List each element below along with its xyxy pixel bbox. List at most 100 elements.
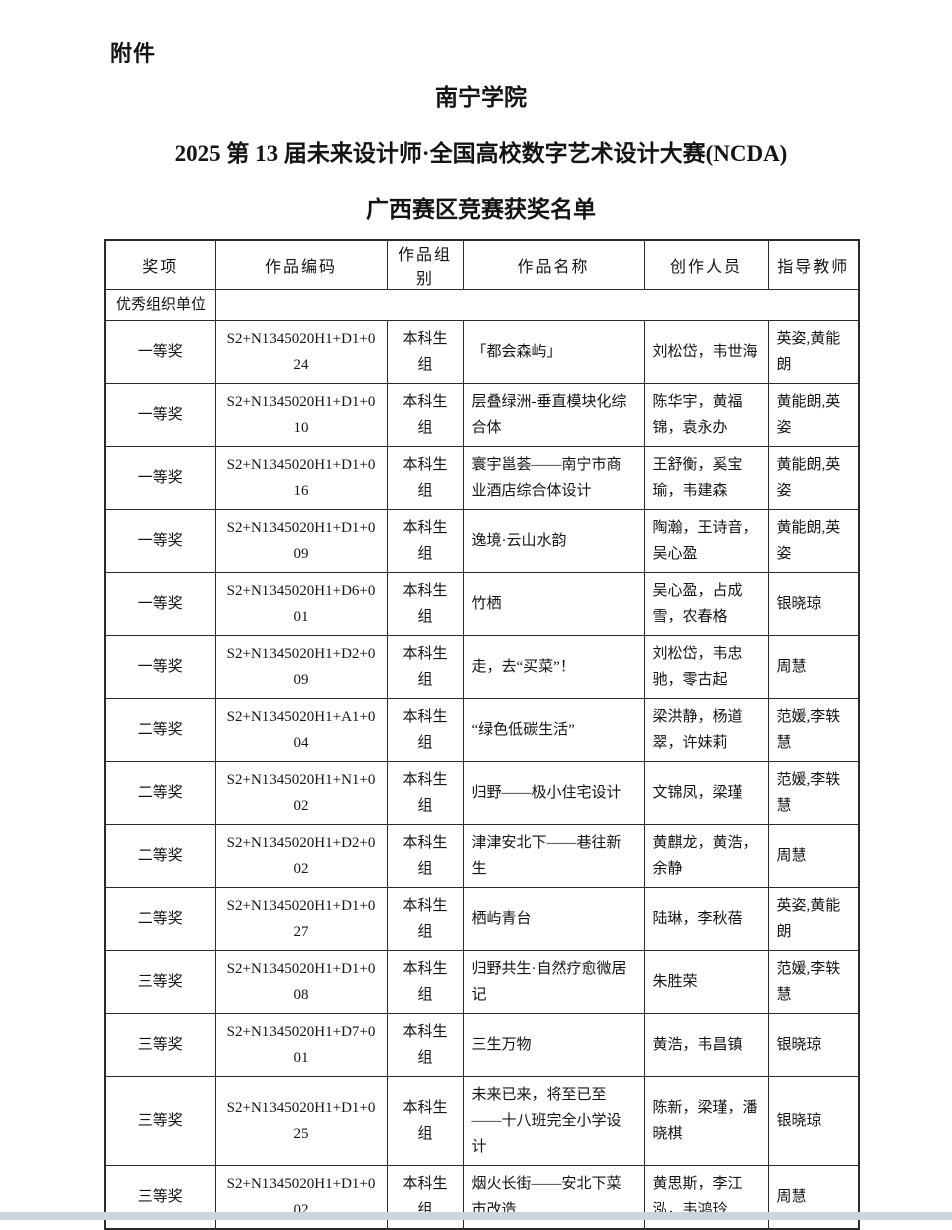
header-group: 作品组别 <box>386 239 464 290</box>
cell-title: 走，去“买菜”！ <box>462 635 645 699</box>
cell-code: S2+N1345020H1+D6+001 <box>214 572 388 636</box>
cell-group: 本科生组 <box>386 509 464 573</box>
table-row: 一等奖 S2+N1345020H1+D6+001 本科生组 竹栖 吴心盈，占成雪… <box>104 572 860 636</box>
cell-award: 三等奖 <box>104 950 216 1014</box>
table-row: 一等奖 S2+N1345020H1+D1+009 本科生组 逸境·云山水韵 陶瀚… <box>104 509 860 573</box>
cell-creators: 吴心盈，占成雪，农春格 <box>643 572 769 636</box>
header-award: 奖项 <box>104 239 216 290</box>
cell-instructors: 英姿,黄能朗 <box>767 887 860 951</box>
cell-award: 三等奖 <box>104 1076 216 1166</box>
cell-group: 本科生组 <box>386 824 464 888</box>
cell-award: 一等奖 <box>104 635 216 699</box>
cell-code: S2+N1345020H1+A1+004 <box>214 698 388 762</box>
cell-title: 竹栖 <box>462 572 645 636</box>
cell-award: 二等奖 <box>104 824 216 888</box>
cell-code: S2+N1345020H1+N1+002 <box>214 761 388 825</box>
cell-group: 本科生组 <box>386 383 464 447</box>
cell-group: 本科生组 <box>386 635 464 699</box>
cell-title: 「都会森屿」 <box>462 320 645 384</box>
award-table: 奖项 作品编码 作品组别 作品名称 创作人员 指导教师 优秀组织单位 一等奖 S… <box>104 239 860 1230</box>
cell-creators: 刘松岱，韦忠驰，零古起 <box>643 635 769 699</box>
cell-instructors: 银晓琼 <box>767 1076 860 1166</box>
table-row: 一等奖 S2+N1345020H1+D1+016 本科生组 寰宇邕荟——南宁市商… <box>104 446 860 510</box>
cell-title: 栖屿青台 <box>462 887 645 951</box>
cell-award: 一等奖 <box>104 572 216 636</box>
cell-group: 本科生组 <box>386 761 464 825</box>
table-row: 一等奖 S2+N1345020H1+D2+009 本科生组 走，去“买菜”！ 刘… <box>104 635 860 699</box>
table-row: 三等奖 S2+N1345020H1+D1+025 本科生组 未来已来，将至已至—… <box>104 1076 860 1166</box>
cell-creators: 朱胜荣 <box>643 950 769 1014</box>
table-row: 二等奖 S2+N1345020H1+N1+002 本科生组 归野——极小住宅设计… <box>104 761 860 825</box>
cell-group: 本科生组 <box>386 572 464 636</box>
title-university: 南宁学院 <box>435 85 527 110</box>
cell-code: S2+N1345020H1+D1+016 <box>214 446 388 510</box>
cell-code: S2+N1345020H1+D1+010 <box>214 383 388 447</box>
cell-instructors: 范媛,李轶慧 <box>767 761 860 825</box>
cell-group: 本科生组 <box>386 950 464 1014</box>
cell-title: 归野——极小住宅设计 <box>462 761 645 825</box>
cell-creators: 陆琳，李秋蓓 <box>643 887 769 951</box>
cell-group: 本科生组 <box>386 887 464 951</box>
header-title: 作品名称 <box>462 239 645 290</box>
cell-code: S2+N1345020H1+D1+008 <box>214 950 388 1014</box>
cell-group: 本科生组 <box>386 446 464 510</box>
cell-code: S2+N1345020H1+D2+009 <box>214 635 388 699</box>
cell-title: 逸境·云山水韵 <box>462 509 645 573</box>
cell-instructors: 英姿,黄能朗 <box>767 320 860 384</box>
special-row-excellent-org: 优秀组织单位 <box>104 289 860 321</box>
cell-title: “绿色低碳生活” <box>462 698 645 762</box>
cell-group: 本科生组 <box>386 320 464 384</box>
table-row: 三等奖 S2+N1345020H1+D7+001 本科生组 三生万物 黄浩，韦昌… <box>104 1013 860 1077</box>
cell-code: S2+N1345020H1+D1+024 <box>214 320 388 384</box>
header-instructors: 指导教师 <box>767 239 860 290</box>
cell-code: S2+N1345020H1+D1+009 <box>214 509 388 573</box>
cell-creators: 陈新，梁瑾，潘晓棋 <box>643 1076 769 1166</box>
table-row: 一等奖 S2+N1345020H1+D1+024 本科生组 「都会森屿」 刘松岱… <box>104 320 860 384</box>
cell-creators: 王舒衡，奚宝瑜，韦建森 <box>643 446 769 510</box>
title-competition: 2025 第 13 届未来设计师·全国高校数字艺术设计大赛(NCDA) <box>174 141 788 166</box>
cell-group: 本科生组 <box>386 1013 464 1077</box>
cell-award: 一等奖 <box>104 320 216 384</box>
cell-award: 一等奖 <box>104 446 216 510</box>
cell-creators: 文锦凤，梁瑾 <box>643 761 769 825</box>
cell-award: 二等奖 <box>104 887 216 951</box>
cell-title: 层叠绿洲-垂直模块化综合体 <box>462 383 645 447</box>
cell-instructors: 黄能朗,英姿 <box>767 446 860 510</box>
cell-title: 津津安北下——巷往新生 <box>462 824 645 888</box>
cell-award: 二等奖 <box>104 761 216 825</box>
cell-award: 三等奖 <box>104 1013 216 1077</box>
cell-instructors: 范媛,李轶慧 <box>767 950 860 1014</box>
special-row-label: 优秀组织单位 <box>104 289 216 321</box>
cell-award: 一等奖 <box>104 383 216 447</box>
header-creators: 创作人员 <box>643 239 769 290</box>
table-row: 二等奖 S2+N1345020H1+D2+002 本科生组 津津安北下——巷往新… <box>104 824 860 888</box>
cell-instructors: 银晓琼 <box>767 1013 860 1077</box>
cell-title: 归野共生·自然疗愈微居记 <box>462 950 645 1014</box>
table-row: 三等奖 S2+N1345020H1+D1+008 本科生组 归野共生·自然疗愈微… <box>104 950 860 1014</box>
cell-award: 二等奖 <box>104 698 216 762</box>
attachment-label: 附件 <box>110 41 157 66</box>
cell-instructors: 周慧 <box>767 824 860 888</box>
document-title-block: 南宁学院 2025 第 13 届未来设计师·全国高校数字艺术设计大赛(NCDA)… <box>104 84 858 252</box>
cell-title: 未来已来，将至已至——十八班完全小学设计 <box>462 1076 645 1166</box>
cell-code: S2+N1345020H1+D1+027 <box>214 887 388 951</box>
cell-code: S2+N1345020H1+D1+025 <box>214 1076 388 1166</box>
title-award-list: 广西赛区竞赛获奖名单 <box>366 197 596 222</box>
table-row: 二等奖 S2+N1345020H1+D1+027 本科生组 栖屿青台 陆琳，李秋… <box>104 887 860 951</box>
viewport-bottom-edge <box>0 1212 952 1220</box>
cell-group: 本科生组 <box>386 1076 464 1166</box>
cell-title: 三生万物 <box>462 1013 645 1077</box>
cell-instructors: 黄能朗,英姿 <box>767 383 860 447</box>
cell-creators: 陶瀚，王诗音，吴心盈 <box>643 509 769 573</box>
cell-instructors: 范媛,李轶慧 <box>767 698 860 762</box>
cell-creators: 黄浩，韦昌镇 <box>643 1013 769 1077</box>
special-row-value <box>214 289 860 321</box>
cell-instructors: 周慧 <box>767 635 860 699</box>
cell-creators: 陈华宇，黄福锦，袁永办 <box>643 383 769 447</box>
cell-instructors: 黄能朗,英姿 <box>767 509 860 573</box>
table-row: 一等奖 S2+N1345020H1+D1+010 本科生组 层叠绿洲-垂直模块化… <box>104 383 860 447</box>
cell-creators: 梁洪静，杨道翠，许妹莉 <box>643 698 769 762</box>
cell-code: S2+N1345020H1+D2+002 <box>214 824 388 888</box>
cell-creators: 黄麒龙，黄浩，余静 <box>643 824 769 888</box>
cell-code: S2+N1345020H1+D7+001 <box>214 1013 388 1077</box>
